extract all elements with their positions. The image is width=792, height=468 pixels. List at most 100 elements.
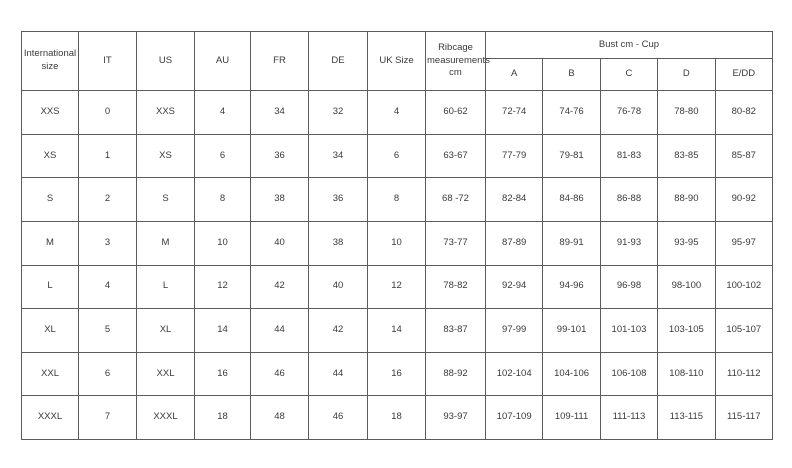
cell-us: M <box>136 220 195 266</box>
cell-fr: 34 <box>250 90 309 135</box>
column-header-international-size: International size <box>21 31 79 91</box>
size-conversion-table: International size IT US AU FR DE UK Siz… <box>21 31 774 440</box>
cell-cup-c: 96-98 <box>599 264 659 310</box>
column-header-cup-edd: E/DD <box>714 58 774 91</box>
cell-au: 6 <box>194 133 251 179</box>
column-header-uk-size: UK Size <box>367 31 426 91</box>
cell-ribcage: 78-82 <box>425 264 486 310</box>
column-header-cup-d: D <box>657 58 716 91</box>
cell-cup-d: 93-95 <box>657 220 716 266</box>
cell-cup-d: 98-100 <box>657 264 716 310</box>
cell-it: 6 <box>78 351 137 397</box>
cell-au: 14 <box>194 308 251 353</box>
table-row: XS 1 XS 6 36 34 6 63-67 77-79 79-81 81-8… <box>21 133 774 179</box>
cell-cup-c: 81-83 <box>599 133 659 179</box>
header-row-cup-sizes: A B C D E/DD <box>22 58 774 91</box>
cell-international-size: XXS <box>21 90 79 135</box>
cell-us: XS <box>136 133 195 179</box>
cell-international-size: XS <box>21 133 79 179</box>
cell-cup-edd: 115-117 <box>714 395 774 440</box>
cell-fr: 48 <box>250 395 309 440</box>
cell-it: 5 <box>78 308 137 353</box>
cell-it: 1 <box>78 133 137 179</box>
cell-cup-c: 86-88 <box>599 177 659 222</box>
cell-cup-a: 92-94 <box>484 264 544 310</box>
table-body: XXS 0 XXS 4 34 32 4 60-62 72-74 74-76 76… <box>21 90 774 440</box>
cell-au: 18 <box>194 395 251 440</box>
cell-uk-size: 14 <box>367 308 426 353</box>
cell-international-size: XXXL <box>21 395 79 440</box>
cell-fr: 38 <box>250 177 309 222</box>
cell-uk-size: 4 <box>367 90 426 135</box>
table-row: XXXL 7 XXXL 18 48 46 18 93-97 107-109 10… <box>21 395 774 440</box>
cell-uk-size: 10 <box>367 220 426 266</box>
cell-cup-a: 72-74 <box>484 90 544 135</box>
cell-us: XXXL <box>136 395 195 440</box>
cell-it: 0 <box>78 90 137 135</box>
column-group-header-bust-cup: Bust cm - Cup <box>484 31 774 59</box>
cell-ribcage: 88-92 <box>425 351 486 397</box>
cell-cup-b: 79-81 <box>542 133 601 179</box>
cell-cup-d: 83-85 <box>657 133 716 179</box>
cell-international-size: XL <box>21 308 79 353</box>
cell-cup-c: 101-103 <box>599 308 659 353</box>
cell-de: 36 <box>308 177 368 222</box>
cell-cup-a: 82-84 <box>484 177 544 222</box>
cell-fr: 36 <box>250 133 309 179</box>
cell-us: S <box>136 177 195 222</box>
cell-ribcage: 60-62 <box>425 90 486 135</box>
cell-fr: 40 <box>250 220 309 266</box>
table-row: XXS 0 XXS 4 34 32 4 60-62 72-74 74-76 76… <box>21 90 774 135</box>
cell-ribcage: 83-87 <box>425 308 486 353</box>
header-row-primary: International size IT US AU FR DE UK Siz… <box>21 31 774 91</box>
cell-cup-b: 99-101 <box>542 308 601 353</box>
cell-us: XL <box>136 308 195 353</box>
cell-uk-size: 8 <box>367 177 426 222</box>
cell-uk-size: 12 <box>367 264 426 310</box>
cell-cup-edd: 110-112 <box>714 351 774 397</box>
cell-de: 46 <box>308 395 368 440</box>
cell-au: 10 <box>194 220 251 266</box>
cell-cup-b: 94-96 <box>542 264 601 310</box>
cell-au: 8 <box>194 177 251 222</box>
cell-fr: 42 <box>250 264 309 310</box>
cell-uk-size: 18 <box>367 395 426 440</box>
cell-ribcage: 73-77 <box>425 220 486 266</box>
column-header-it: IT <box>78 31 137 91</box>
column-header-cup-a: A <box>484 58 544 91</box>
cell-cup-a: 77-79 <box>484 133 544 179</box>
table-row: L 4 L 12 42 40 12 78-82 92-94 94-96 96-9… <box>21 264 774 310</box>
cell-de: 38 <box>308 220 368 266</box>
cell-it: 4 <box>78 264 137 310</box>
cell-ribcage: 63-67 <box>425 133 486 179</box>
cell-cup-edd: 90-92 <box>714 177 774 222</box>
cell-de: 34 <box>308 133 368 179</box>
cell-cup-a: 97-99 <box>484 308 544 353</box>
column-header-fr: FR <box>250 31 309 91</box>
cell-it: 3 <box>78 220 137 266</box>
cell-it: 2 <box>78 177 137 222</box>
cell-cup-b: 89-91 <box>542 220 601 266</box>
cell-us: XXL <box>136 351 195 397</box>
cell-us: XXS <box>136 90 195 135</box>
cell-cup-d: 88-90 <box>657 177 716 222</box>
cell-cup-d: 108-110 <box>657 351 716 397</box>
cell-cup-edd: 80-82 <box>714 90 774 135</box>
column-header-de: DE <box>308 31 368 91</box>
cell-de: 44 <box>308 351 368 397</box>
column-header-ribcage-measurements: Ribcage measurements cm <box>425 31 490 91</box>
table-row: XXL 6 XXL 16 46 44 16 88-92 102-104 104-… <box>21 351 774 397</box>
cell-de: 42 <box>308 308 368 353</box>
cell-de: 40 <box>308 264 368 310</box>
cell-cup-c: 106-108 <box>599 351 659 397</box>
cell-cup-d: 78-80 <box>657 90 716 135</box>
cell-fr: 44 <box>250 308 309 353</box>
cell-cup-d: 113-115 <box>657 395 716 440</box>
column-header-cup-c: C <box>599 58 659 91</box>
cell-cup-b: 74-76 <box>542 90 601 135</box>
cell-de: 32 <box>308 90 368 135</box>
cell-international-size: S <box>21 177 79 222</box>
cell-cup-a: 107-109 <box>484 395 544 440</box>
cell-cup-c: 111-113 <box>599 395 659 440</box>
cell-international-size: M <box>21 220 79 266</box>
